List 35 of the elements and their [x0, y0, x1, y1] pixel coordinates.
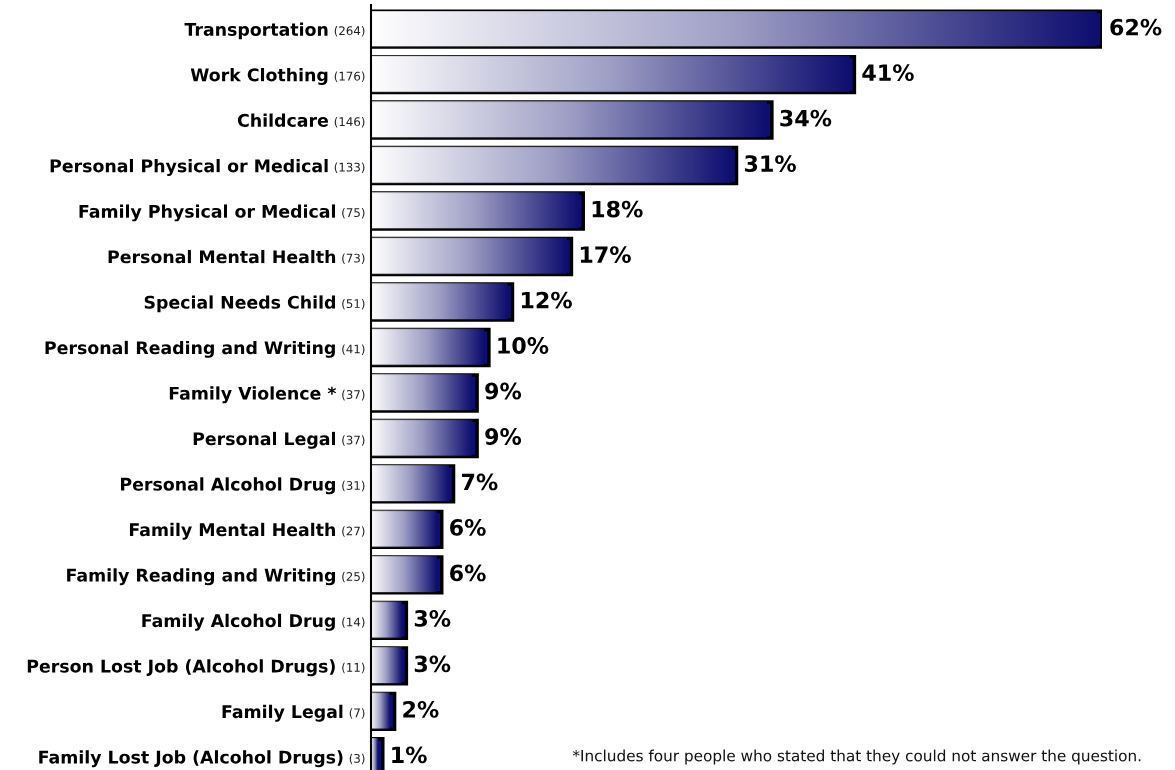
data-label: 41% [862, 64, 914, 82]
category-label: Family Alcohol Drug (14) [142, 613, 365, 631]
category-label: Family Lost Job (Alcohol Drugs) (3) [39, 750, 365, 768]
category-label: Personal Alcohol Drug (31) [121, 477, 365, 495]
category-label: Work Clothing (176) [190, 67, 365, 85]
category-label: Family Mental Health (27) [129, 522, 365, 540]
category-label: Person Lost Job (Alcohol Drugs) (11) [27, 659, 365, 677]
annotation: *Includes four people who stated that they could not answer the question. [572, 749, 1141, 765]
data-label: 31% [744, 155, 796, 172]
data-label: 10% [498, 337, 549, 354]
category-label: Special Needs Child (51) [144, 295, 365, 313]
data-label: 9% [485, 428, 522, 445]
category-label: Personal Reading and Writing (41) [45, 340, 365, 358]
category-label: Family Reading and Writing (25) [67, 568, 365, 586]
category-label: Personal Physical or Medical (133) [50, 158, 365, 176]
data-label: 3% [414, 655, 451, 673]
data-label: 62% [1110, 18, 1162, 36]
category-label: Transportation (264) [184, 22, 365, 40]
category-label: Family Legal (7) [222, 704, 365, 722]
data-label: 34% [780, 109, 832, 127]
data-label: 7% [461, 473, 498, 491]
category-label: Childcare (146) [237, 113, 365, 128]
data-label: 1% [392, 746, 427, 764]
category-label: Personal Legal (37) [193, 431, 365, 449]
data-label: 6% [450, 519, 486, 536]
data-label: 6% [450, 564, 486, 582]
data-label: 18% [592, 200, 643, 218]
data-label: 9% [485, 382, 522, 400]
data-label: 3% [414, 610, 451, 627]
data-label: 17% [580, 246, 631, 263]
data-label: 12% [521, 291, 572, 309]
data-label: 2% [403, 700, 439, 718]
category-label: Personal Mental Health (73) [108, 249, 365, 264]
category-label: Family Physical or Medical (75) [79, 204, 365, 222]
category-label: Family Violence * (37) [169, 386, 365, 404]
